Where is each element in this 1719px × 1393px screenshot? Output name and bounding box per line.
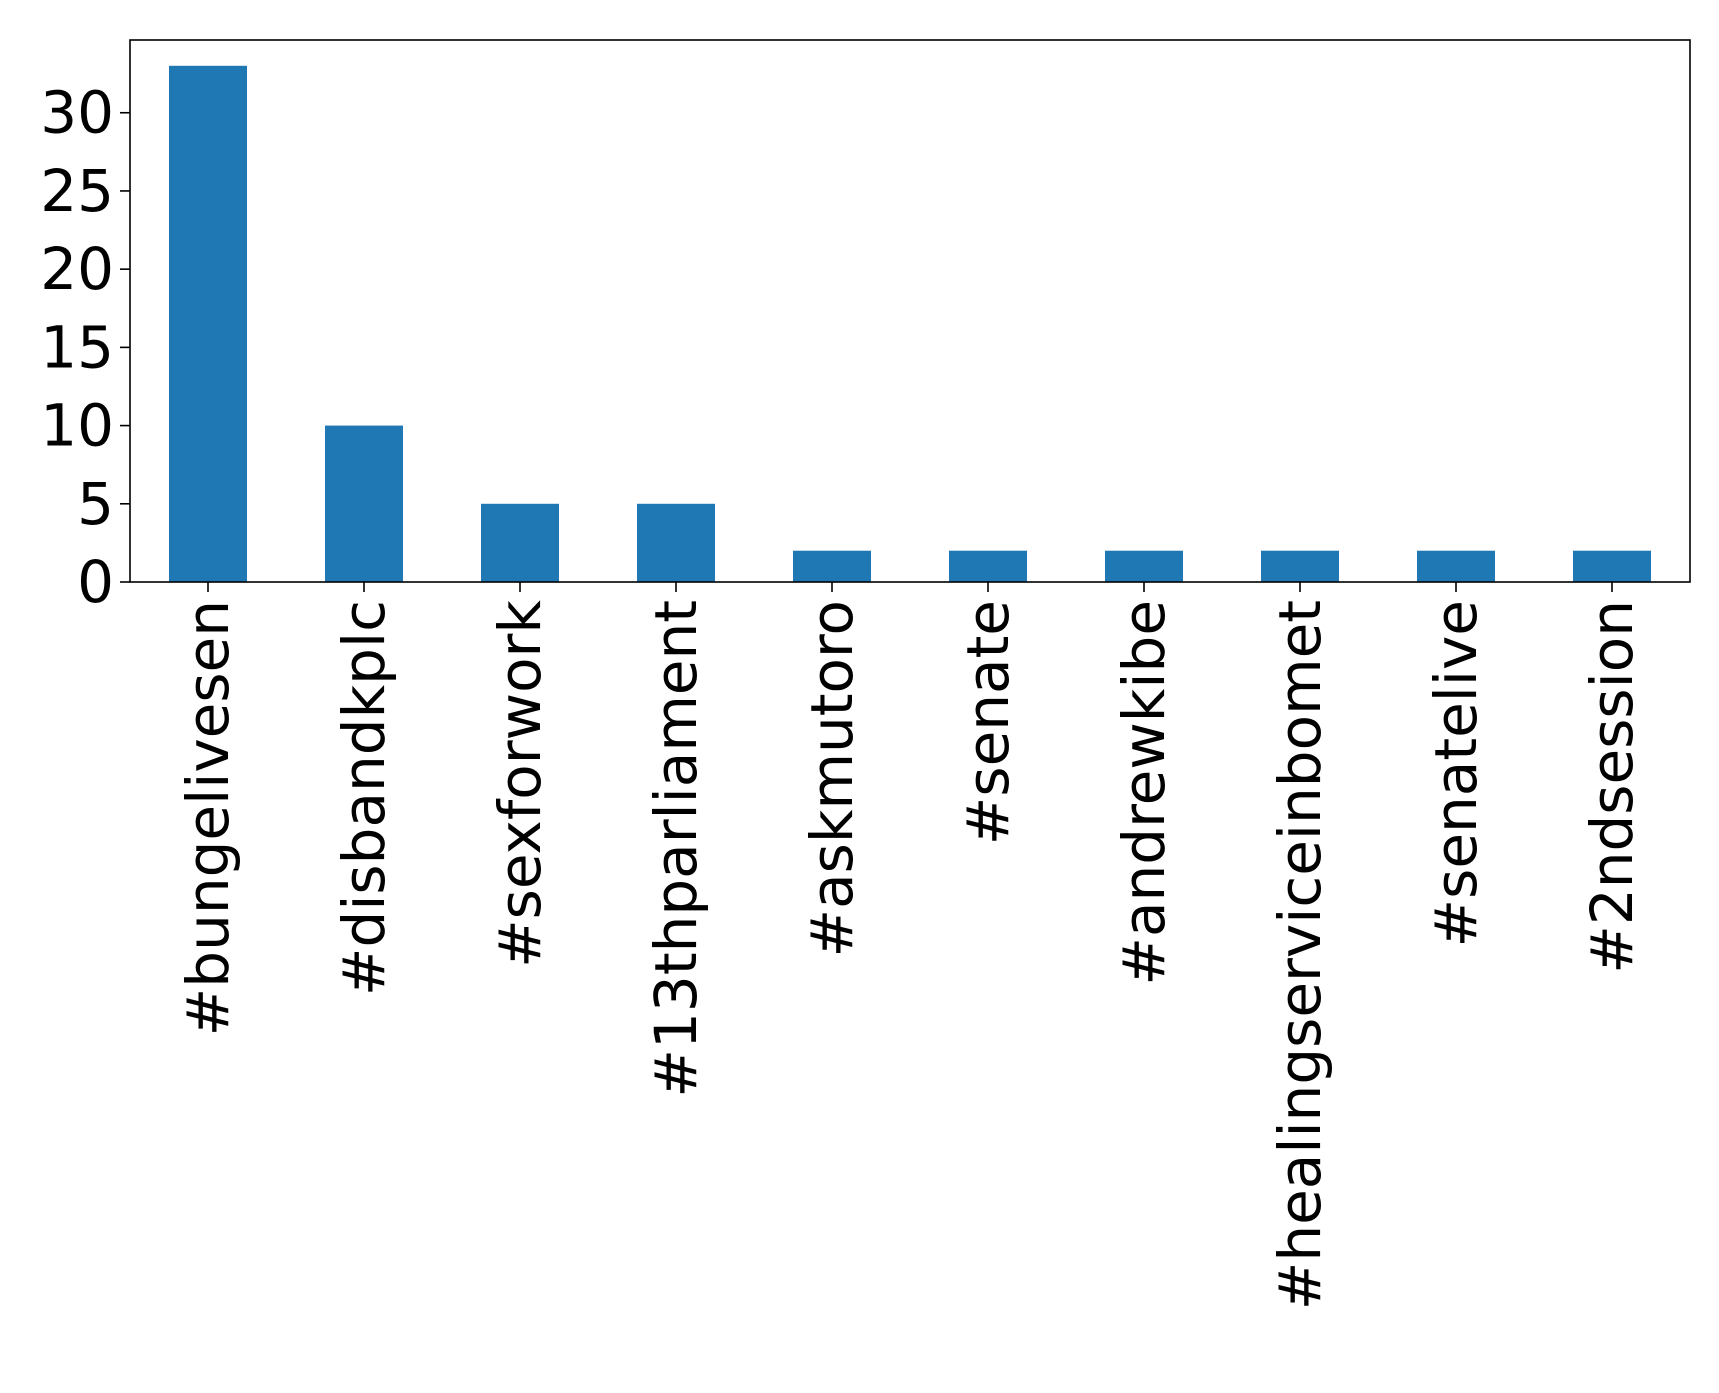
bar — [793, 550, 871, 582]
x-tick-label: #bungelivesen — [174, 600, 242, 1036]
plot-area-frame — [129, 39, 1691, 583]
bar — [1105, 550, 1183, 582]
bar — [1417, 550, 1495, 582]
x-tick-label: #2ndsession — [1578, 600, 1646, 974]
y-tick-label: 20 — [40, 235, 114, 303]
x-tick-label: #sexforwork — [486, 600, 554, 968]
x-axis: #bungelivesen #disbandkplc #sexforwork #13t… — [174, 582, 1646, 1310]
y-tick-label: 15 — [40, 313, 114, 381]
bars-group — [169, 65, 1651, 583]
bar — [637, 503, 715, 582]
x-tick-label: #senate — [954, 600, 1022, 845]
bar — [1573, 550, 1651, 582]
x-tick-label: #13thparliament — [642, 600, 710, 1098]
bar — [325, 425, 403, 582]
y-tick-label: 5 — [77, 470, 114, 538]
bar — [481, 503, 559, 582]
bar — [1261, 550, 1339, 582]
y-axis: 0 5 10 15 20 25 30 — [40, 79, 130, 616]
bar — [169, 65, 247, 583]
x-tick-label: #healingserviceinbomet — [1266, 600, 1334, 1310]
y-tick-label: 25 — [40, 157, 114, 225]
x-tick-label: #disbandkplc — [330, 600, 398, 996]
x-tick-label: #senatelive — [1422, 600, 1490, 947]
bar — [949, 550, 1027, 582]
y-tick-label: 10 — [40, 392, 114, 460]
x-tick-label: #askmutoro — [798, 600, 866, 958]
y-tick-label: 30 — [40, 79, 114, 147]
y-tick-label: 0 — [77, 548, 114, 616]
x-tick-label: #andrewkibe — [1110, 600, 1178, 986]
